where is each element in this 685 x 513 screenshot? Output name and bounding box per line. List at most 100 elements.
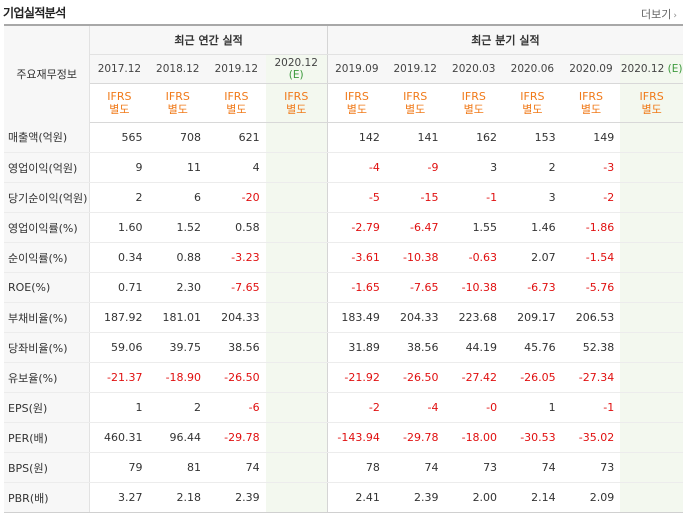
annual-value-cell: -21.37 [89,362,149,393]
basis-line-1: IFRS [520,90,545,103]
annual-value-cell: 39.75 [148,332,208,363]
quarter-value-cell [620,242,683,273]
annual-value-cell: 187.92 [89,302,149,333]
annual-value-cell: 1.60 [89,212,149,243]
quarter-value-cell: -26.05 [503,362,562,393]
table-row: 부채비율(%) 187.92 181.01 204.33 183.49 204.33 223… [4,302,683,333]
annual-value-cell [265,242,328,273]
quarter-value-cell: -2 [326,392,386,423]
annual-value-cell: -18.90 [148,362,208,393]
annual-value-cell: 2 [89,182,149,213]
row-label: ROE(%) [4,272,91,303]
quarter-value-cell: -5 [326,182,386,213]
quarterly-header: 최근 분기 실적 [326,24,683,55]
quarter-value-cell [620,152,683,183]
basis-header: IFRS 별도 [503,83,562,123]
quarter-value-cell: -15 [385,182,445,213]
annual-value-cell: -26.50 [207,362,266,393]
quarter-value-cell: -0 [444,392,504,423]
annual-value-cell: -20 [207,182,266,213]
annual-period-header: 2020.12 (E) [265,54,328,84]
quarter-value-cell [620,422,683,453]
annual-value-cell: 38.56 [207,332,266,363]
annual-value-cell: 708 [148,122,208,153]
annual-value-cell: 4 [207,152,266,183]
quarter-value-cell [620,392,683,423]
quarter-value-cell: 183.49 [326,302,386,333]
quarter-value-cell: -1.54 [561,242,621,273]
quarter-period-header: 2019.12 [385,54,445,84]
row-label: 영업이익률(%) [4,212,91,243]
period-date: 2020.06 [510,63,555,75]
period-date: 2017.12 [97,63,142,75]
annual-value-cell: -6 [207,392,266,423]
quarter-period-header: 2020.12 (E) [620,54,683,84]
table-row: BPS(원) 79 81 74 78 74 73 74 73 [4,452,683,483]
estimate-marker: (E) [288,69,304,81]
quarter-period-header: 2020.09 [561,54,621,84]
basis-line-1: IFRS [578,90,604,103]
quarter-value-cell [620,332,683,363]
annual-value-cell [265,182,328,213]
period-date: 2020.03 [452,63,496,75]
annual-value-cell: 0.88 [148,242,208,273]
quarter-value-cell: 73 [561,452,621,483]
annual-value-cell [265,212,328,243]
basis-line-2: 별도 [226,103,247,116]
quarter-value-cell [620,272,683,303]
quarter-value-cell: 52.38 [561,332,621,363]
quarter-value-cell: -4 [326,152,386,183]
basis-line-2: 별도 [580,103,602,116]
row-label: EPS(원) [4,392,91,423]
quarter-period-header: 2020.03 [444,54,504,84]
annual-value-cell: 11 [148,152,208,183]
quarter-value-cell: -10.38 [385,242,445,273]
table-row: 당기순이익(억원) 2 6 -20 -5 -15 -1 3 -2 [4,182,683,213]
chevron-right-icon: › [673,11,677,21]
annual-value-cell: 565 [89,122,149,153]
quarter-value-cell: -3 [561,152,621,183]
header-basis-row: IFRS 별도 IFRS 별도 IFRS 별도 IFRS 별도 IFRS 별도 IFRS 별도 IFRS… [4,83,683,123]
basis-header: IFRS 별도 [89,83,149,123]
basis-line-2: 별도 [346,103,367,116]
quarter-value-cell: -7.65 [385,272,445,303]
row-label: 영업이익(억원) [4,152,91,183]
basis-header: IFRS 별도 [561,83,621,123]
annual-value-cell [265,452,328,483]
annual-value-cell: 181.01 [148,302,208,333]
quarter-value-cell: -30.53 [503,422,562,453]
quarter-value-cell: 209.17 [503,302,562,333]
basis-line-1: IFRS [461,90,486,103]
quarter-value-cell: -5.76 [561,272,621,303]
more-link[interactable]: 더보기 › [641,6,677,22]
annual-value-cell: 0.58 [207,212,266,243]
annual-value-cell [265,302,328,333]
quarter-value-cell: 206.53 [561,302,621,333]
annual-value-cell: -7.65 [207,272,266,303]
quarter-value-cell: -21.92 [326,362,386,393]
quarter-value-cell: 1.46 [503,212,562,243]
basis-line-2: 별도 [286,103,307,116]
label-column-header: 주요재무정보 [4,24,91,123]
quarter-value-cell: -0.63 [444,242,504,273]
quarter-value-cell: -9 [385,152,445,183]
annual-value-cell: 621 [207,122,266,153]
basis-header: IFRS 별도 [265,83,328,123]
quarter-value-cell: 74 [503,452,562,483]
quarter-value-cell: -35.02 [561,422,621,453]
row-label: PER(배) [4,422,91,453]
basis-line-1: IFRS [107,90,132,103]
table-row: 당좌비율(%) 59.06 39.75 38.56 31.89 38.56 44.19 45.… [4,332,683,363]
quarter-value-cell: -10.38 [444,272,504,303]
basis-line-2: 별도 [522,103,543,116]
basis-line-2: 별도 [167,103,188,116]
quarter-value-cell: 78 [326,452,386,483]
quarter-value-cell: -6.47 [385,212,445,243]
annual-value-cell: 9 [89,152,149,183]
financial-table: 주요재무정보 최근 연간 실적 최근 분기 실적 2017.12 2018.12 2019… [4,24,683,513]
estimate-marker: (E) [667,63,683,75]
row-label: 당기순이익(억원) [4,182,91,213]
quarter-value-cell [620,182,683,213]
row-label: 부채비율(%) [4,302,91,333]
basis-line-2: 별도 [641,103,662,116]
